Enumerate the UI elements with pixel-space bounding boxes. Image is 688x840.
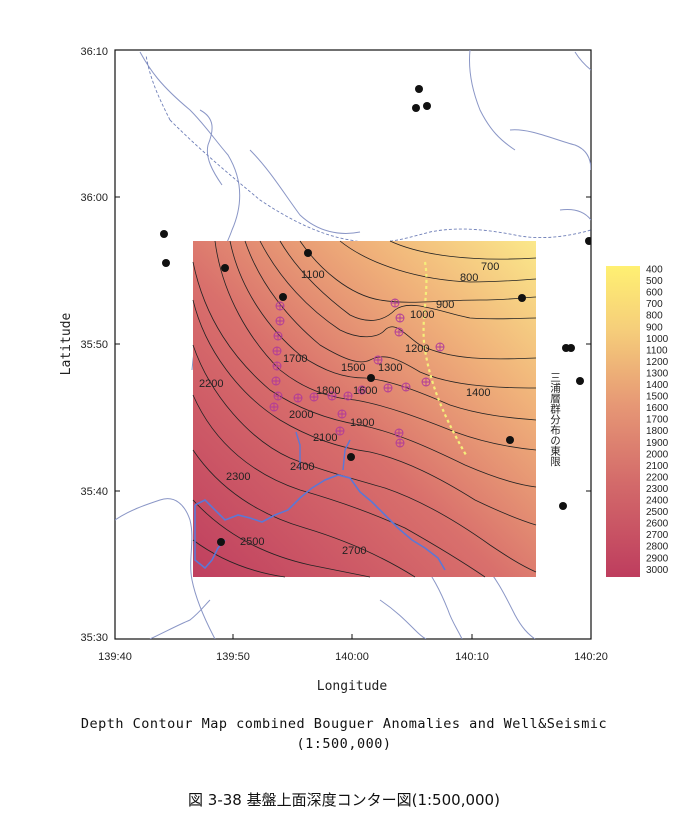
contour-label: 700: [481, 261, 499, 273]
reclaimed-coastline: [194, 474, 446, 571]
colorbar-tick-label: 1100: [646, 345, 668, 356]
y-tick-marks: [115, 196, 591, 639]
x-tick-label: 140:10: [455, 651, 489, 663]
x-tick-label: 139:40: [98, 651, 132, 663]
colorbar-tick-label: 2700: [646, 530, 669, 541]
y-axis-ticks: 36:10 36:00 35:50 35:40 35:30: [80, 46, 108, 644]
colorbar-tick-label: 1300: [646, 368, 669, 379]
contour-label: 1500: [341, 362, 365, 374]
x-tick-label: 139:50: [216, 651, 250, 663]
colorbar-tick-label: 2900: [646, 553, 669, 564]
contour-lines: [192, 240, 537, 578]
contour-label: 1900: [350, 417, 374, 429]
x-axis-label: Longitude: [317, 679, 388, 694]
contour-label: 2200: [199, 378, 223, 390]
contour-label: 2400: [290, 461, 314, 473]
seismic-markers: [269, 298, 445, 448]
colorbar-tick-label: 2100: [646, 461, 669, 472]
colorbar-labels: 4005006007008009001000110012001300140015…: [646, 265, 669, 576]
contour-label: 800: [460, 272, 478, 284]
miura-limit-annotation: 三浦層群分布の東限: [549, 372, 561, 467]
depth-field: [193, 241, 536, 577]
contour-label: 2100: [313, 432, 337, 444]
colorbar-tick-label: 1800: [646, 426, 669, 437]
contour-label: 2500: [240, 536, 264, 548]
caption-english-line1: Depth Contour Map combined Bouguer Anoma…: [80, 716, 608, 732]
colorbar-tick-label: 2500: [646, 507, 669, 518]
colorbar-tick-label: 1500: [646, 392, 669, 403]
contour-label: 900: [436, 299, 454, 311]
colorbar-tick-label: 1600: [646, 403, 669, 414]
y-tick-label: 36:10: [80, 46, 108, 58]
colorbar-tick-label: 400: [646, 265, 663, 276]
x-tick-label: 140:20: [574, 651, 608, 663]
y-tick-label: 35:30: [80, 632, 108, 644]
colorbar-tick-label: 500: [646, 276, 663, 287]
colorbar-tick-label: 2600: [646, 519, 669, 530]
colorbar-tick-label: 2400: [646, 496, 669, 507]
contour-label: 1700: [283, 353, 307, 365]
colorbar-tick-label: 2300: [646, 484, 669, 495]
colorbar-tick-label: 1700: [646, 415, 669, 426]
contour-label: 2700: [342, 545, 366, 557]
contour-label: 1600: [353, 385, 377, 397]
contour-label: 1400: [466, 387, 490, 399]
caption-japanese: 図 3-38 基盤上面深度コンター図(1:500,000): [188, 791, 500, 809]
contour-label: 1300: [378, 362, 402, 374]
colorbar: [606, 266, 640, 577]
contour-labels: 700 800 900 1000 1100 1200 1300 1400 150…: [199, 261, 499, 557]
colorbar-tick-label: 2000: [646, 449, 669, 460]
colorbar-tick-label: 900: [646, 322, 663, 333]
contour-label: 1800: [316, 385, 340, 397]
y-axis-label: Latitude: [59, 313, 74, 376]
colorbar-tick-label: 800: [646, 311, 663, 322]
prefecture-border: [169, 119, 591, 243]
colorbar-tick-label: 1200: [646, 357, 669, 368]
colorbar-tick-label: 3000: [646, 565, 669, 576]
contour-label: 2300: [226, 471, 250, 483]
colorbar-tick-label: 1400: [646, 380, 669, 391]
colorbar-tick-label: 2800: [646, 542, 669, 553]
colorbar-tick-label: 600: [646, 288, 663, 299]
caption-english-line2: (1:500,000): [296, 736, 392, 752]
x-axis-ticks: 139:40 139:50 140:00 140:10 140:20: [98, 651, 608, 663]
y-tick-label: 35:50: [80, 339, 108, 351]
x-tick-label: 140:00: [335, 651, 369, 663]
y-tick-label: 36:00: [80, 192, 108, 204]
well-markers: [160, 85, 591, 546]
contour-label: 1100: [301, 269, 325, 281]
colorbar-tick-label: 2200: [646, 472, 669, 483]
contour-label: 2000: [289, 409, 313, 421]
contour-label: 1000: [410, 309, 434, 321]
colorbar-tick-label: 700: [646, 299, 663, 310]
y-tick-label: 35:40: [80, 486, 108, 498]
colorbar-tick-label: 1000: [646, 334, 669, 345]
contour-label: 1200: [405, 343, 429, 355]
colorbar-tick-label: 1900: [646, 438, 669, 449]
